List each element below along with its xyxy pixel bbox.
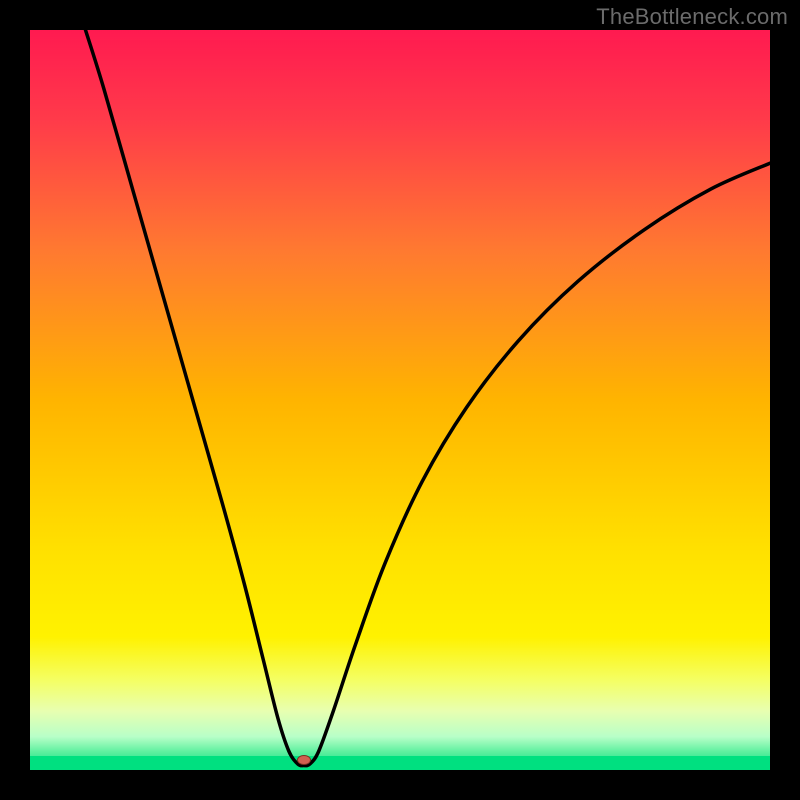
minimum-marker (297, 755, 311, 765)
watermark-text: TheBottleneck.com (596, 4, 788, 30)
bottleneck-curve (30, 30, 770, 770)
curve-path (86, 30, 771, 766)
plot-area (30, 30, 770, 770)
chart-container: { "watermark": { "text": "TheBottleneck.… (0, 0, 800, 800)
